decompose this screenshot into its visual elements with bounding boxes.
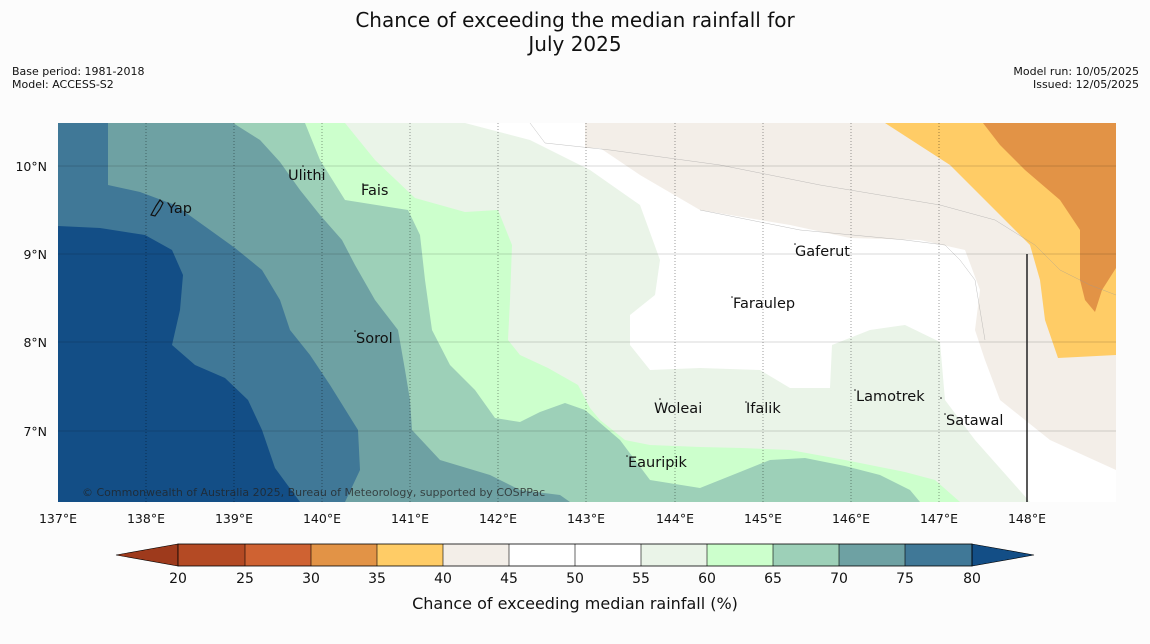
lon-tick: 147°E — [920, 511, 958, 526]
place-label-faraulep: Faraulep — [733, 296, 795, 312]
place-label-eauripik: Eauripik — [628, 455, 687, 471]
yap-island-shape — [150, 199, 164, 217]
colorbar-segment — [509, 544, 575, 566]
lon-tick: 137°E — [39, 511, 77, 526]
colorbar-tick: 50 — [566, 571, 584, 587]
lon-tick: 143°E — [567, 511, 605, 526]
place-label-gaferut: Gaferut — [795, 244, 850, 260]
place-label-fais: Fais — [361, 183, 388, 199]
lat-tick: 7°N — [23, 424, 47, 439]
base-period-text: Base period: 1981-2018 — [12, 65, 145, 78]
colorbar-tick: 80 — [963, 571, 981, 587]
map-panel: Yap Ulithi Fais Sorol Gaferut Faraulep W… — [58, 123, 1116, 502]
lon-tick: 140°E — [303, 511, 341, 526]
colorbar-title: Chance of exceeding median rainfall (%) — [412, 594, 738, 613]
place-labels: Yap Ulithi Fais Sorol Gaferut Faraulep W… — [166, 168, 1003, 471]
colorbar-tick: 60 — [698, 571, 716, 587]
colorbar-tick: 35 — [368, 571, 386, 587]
island-dots — [302, 165, 946, 457]
place-label-lamotrek: Lamotrek — [856, 389, 925, 405]
model-run-text: Model run: 10/05/2025 — [1013, 65, 1139, 78]
band-40-45 — [585, 123, 1116, 470]
meta-left: Base period: 1981-2018 Model: ACCESS-S2 — [12, 65, 144, 91]
lon-tick: 145°E — [744, 511, 782, 526]
colorbar-segment — [905, 544, 972, 566]
longitude-tick-labels: 137°E 138°E 139°E 140°E 141°E 142°E 143°… — [39, 511, 1046, 526]
place-label-yap: Yap — [166, 201, 192, 217]
colorbar-tick: 25 — [236, 571, 254, 587]
lat-tick: 9°N — [23, 247, 47, 262]
colorbar-segment — [575, 544, 641, 566]
lon-tick: 146°E — [832, 511, 870, 526]
lon-tick: 144°E — [656, 511, 694, 526]
place-label-sorol: Sorol — [356, 331, 393, 347]
meta-right: Model run: 10/05/2025 Issued: 12/05/2025 — [1013, 65, 1139, 91]
colorbar-tick: 70 — [830, 571, 848, 587]
colorbar-tick: 55 — [632, 571, 650, 587]
colorbar-tick: 20 — [169, 571, 187, 587]
map-title-line1: Chance of exceeding the median rainfall … — [355, 8, 795, 32]
copyright-text: © Commonwealth of Australia 2025, Bureau… — [82, 486, 545, 499]
lon-tick: 148°E — [1008, 511, 1046, 526]
colorbar-segment — [245, 544, 311, 566]
latitude-tick-labels: 10°N 9°N 8°N 7°N — [15, 159, 47, 439]
lon-tick: 139°E — [215, 511, 253, 526]
lon-tick: 142°E — [479, 511, 517, 526]
colorbar — [115, 543, 1035, 567]
map-title-line2: July 2025 — [528, 32, 622, 56]
colorbar-tick: 75 — [896, 571, 914, 587]
colorbar-tick: 45 — [500, 571, 518, 587]
model-text: Model: ACCESS-S2 — [12, 78, 114, 91]
colorbar-tick: 65 — [764, 571, 782, 587]
colorbar-tick: 30 — [302, 571, 320, 587]
colorbar-tick: 40 — [434, 571, 452, 587]
map-title: Chance of exceeding the median rainfall … — [0, 8, 1150, 56]
colorbar-segment — [641, 544, 707, 566]
colorbar-segment — [707, 544, 773, 566]
lat-tick: 8°N — [23, 335, 47, 350]
place-label-ifalik: Ifalik — [746, 401, 781, 417]
colorbar-segment — [377, 544, 443, 566]
place-label-woleai: Woleai — [654, 401, 702, 417]
place-label-satawal: Satawal — [946, 413, 1003, 429]
colorbar-segment — [773, 544, 839, 566]
colorbar-segment — [311, 544, 377, 566]
colorbar-tick-labels: 20 25 30 35 40 45 50 55 60 65 70 75 80 — [169, 571, 981, 587]
colorbar-segment — [839, 544, 905, 566]
lon-tick: 141°E — [391, 511, 429, 526]
colorbar-segment — [178, 544, 245, 566]
grid-lines — [58, 123, 1116, 502]
colorbar-arrow-high — [971, 543, 1035, 567]
contour-lines — [529, 123, 1116, 341]
colorbar-arrow-low — [115, 543, 179, 567]
lat-tick: 10°N — [15, 159, 47, 174]
lon-tick: 138°E — [127, 511, 165, 526]
colorbar-segment — [443, 544, 509, 566]
place-label-ulithi: Ulithi — [288, 168, 326, 184]
band-30-35 — [983, 123, 1116, 312]
band-gt80 — [58, 226, 300, 502]
issued-text: Issued: 12/05/2025 — [1032, 78, 1139, 91]
